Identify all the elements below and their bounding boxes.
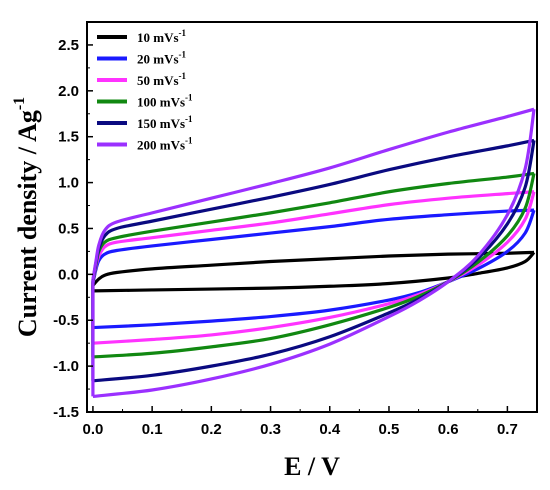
legend-label-text: 200 mVs <box>137 138 185 153</box>
legend-item: 200 mVs-1 <box>97 136 193 153</box>
legend-label-sup: -1 <box>185 93 193 103</box>
x-tick-label: 0.0 <box>82 421 103 438</box>
y-tick-label: 2.0 <box>58 83 79 100</box>
series-cathodic-line <box>92 191 536 345</box>
y-axis-title-group: Current density / Ag-1 <box>11 97 42 337</box>
legend-item: 20 mVs-1 <box>97 50 187 67</box>
legend-label-text: 10 mVs <box>137 30 179 45</box>
x-tick-label: 0.6 <box>438 421 459 438</box>
legend-item: 50 mVs-1 <box>97 71 187 88</box>
x-axis-title: E / V <box>284 452 340 481</box>
plot-frame <box>86 21 538 413</box>
y-tick-label: 2.5 <box>58 37 79 54</box>
legend-item: 100 mVs-1 <box>97 93 193 110</box>
legend-label: 150 mVs-1 <box>137 114 193 131</box>
legend-label-sup: -1 <box>185 136 193 146</box>
legend-item: 150 mVs-1 <box>97 114 193 131</box>
y-tick-label: 1.0 <box>58 175 79 192</box>
series-cathodic-line <box>92 251 536 293</box>
axis-ticks: 0.0 0.1 0.2 0.3 0.4 0.5 0.6 0.7 -1.5 -1.0 -0.5 0.0 0… <box>53 21 518 438</box>
legend-label-text: 100 mVs <box>137 95 185 110</box>
series-anodic-line <box>91 250 535 287</box>
series-6 <box>91 107 536 398</box>
x-tick-label: 0.2 <box>201 421 222 438</box>
legend-label: 20 mVs-1 <box>137 50 187 67</box>
legend-label-text: 20 mVs <box>137 52 179 67</box>
y-tick-label: 1.5 <box>58 129 79 146</box>
legend-label-sup: -1 <box>179 50 187 60</box>
y-tick-label: -1.5 <box>53 404 79 421</box>
series-layer <box>91 107 536 398</box>
x-tick-label: 0.4 <box>319 421 341 438</box>
legend-label: 200 mVs-1 <box>137 136 193 153</box>
legend-item: 10 mVs-1 <box>97 28 187 45</box>
legend-label-sup: -1 <box>185 114 193 124</box>
y-axis-title-sup: -1 <box>11 97 28 110</box>
series-cathodic-line <box>92 209 536 330</box>
legend-label-text: 150 mVs <box>137 116 185 131</box>
x-tick-label: 0.7 <box>497 421 518 438</box>
legend-label: 100 mVs-1 <box>137 93 193 110</box>
series-cathodic-line <box>92 108 536 398</box>
legend-label-sup: -1 <box>179 28 187 38</box>
y-axis-title: Current density / Ag-1 <box>11 97 42 337</box>
series-cathodic-line <box>92 140 536 383</box>
series-cathodic-line <box>92 173 536 359</box>
x-tick-label: 0.3 <box>260 421 281 438</box>
y-tick-label: 0.5 <box>58 220 79 237</box>
x-tick-label: 0.1 <box>142 421 163 438</box>
legend-label: 10 mVs-1 <box>137 28 187 45</box>
y-tick-label: -1.0 <box>53 358 79 375</box>
series-anodic-line <box>91 107 535 281</box>
y-tick-label: -0.5 <box>53 312 79 329</box>
y-axis-title-text: Current density / Ag <box>13 110 42 337</box>
legend-label: 50 mVs-1 <box>137 71 187 88</box>
y-tick-label: 0.0 <box>58 266 79 283</box>
legend-label-text: 50 mVs <box>137 73 179 88</box>
legend-label-sup: -1 <box>179 71 187 81</box>
x-tick-label: 0.5 <box>379 421 400 438</box>
